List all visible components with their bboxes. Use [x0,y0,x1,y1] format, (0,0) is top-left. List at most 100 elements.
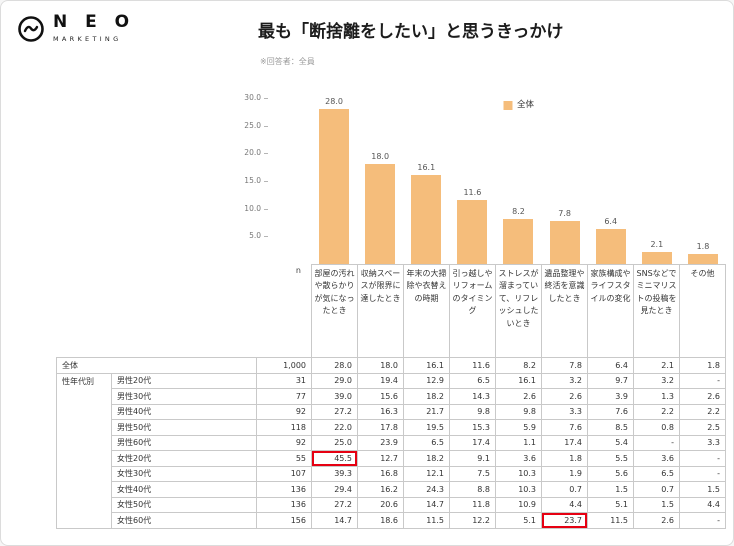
table-row: 全体 1,000 28.0 18.0 16.1 11.6 8.2 7.8 6.4 2.1 1.8 [56,357,726,374]
category-header: 家族構成やライフスタイルの変化 [587,264,634,358]
legend-label: 全体 [516,100,535,111]
value-cell: 14.7 [403,496,450,513]
bar [549,220,580,264]
value-cell: 6.5 [633,465,680,482]
value-cell: 27.2 [311,496,358,513]
value-cell: 4.4 [679,496,726,513]
value-cell: 2.6 [495,388,542,405]
page-title: 最も「断捨離をしたい」と思うきっかけ [258,22,564,42]
value-cell: 17.4 [449,434,496,451]
value-cell: 15.6 [357,388,404,405]
value-cell: - [679,450,726,467]
value-cell: 16.8 [357,465,404,482]
bar-value-label: 2.1 [650,240,664,250]
value-cell: 16.2 [357,481,404,498]
y-axis-label: 15.0 [244,176,261,185]
table-row: 女性40代 136 29.4 16.2 24.3 8.8 10.3 0.7 1.5 0.7 1.5 [57,481,726,498]
row-subgroup-label: 男性20代 [111,372,257,389]
bar [595,228,626,264]
table-row: 男性30代 77 39.0 15.6 18.2 14.3 2.6 2.6 3.9 1.3 2.6 [57,388,726,405]
n-value-cell: 136 [256,496,312,513]
bar-value-label: 8.2 [512,206,525,216]
value-cell: 11.8 [449,496,496,513]
y-axis-label: 20.0 [244,148,261,158]
value-cell: 2.2 [679,403,726,420]
value-cell: 0.7 [541,481,588,498]
n-value-cell: 136 [256,481,312,498]
value-cell: 16.3 [357,403,404,420]
row-group-label: 性年代別 [56,372,112,529]
value-cell: 18.6 [357,512,404,529]
y-axis-tick [264,125,268,127]
y-axis-label: 30.0 [244,93,261,102]
row-subgroup-label: 女性40代 [111,481,257,498]
value-cell: 1.5 [587,481,634,498]
logo-circle-icon [18,15,44,42]
value-cell: 39.0 [311,388,358,405]
value-cell: 18.2 [403,450,450,467]
n-value-cell: 77 [256,388,312,405]
row-subgroup-label: 女性20代 [111,450,257,467]
n-value-cell: 107 [256,465,312,482]
bar-slot: 28.0 [311,98,357,264]
logo-text: N E O MARKETING [53,14,135,44]
value-cell: 3.6 [633,450,680,467]
value-cell: 10.3 [495,481,542,498]
bar-slot: 11.6 [449,98,495,264]
value-cell: 17.4 [541,434,588,451]
value-cell: 12.7 [357,450,404,467]
category-header: 部屋の汚れや散らかりが気になったとき [311,264,358,358]
value-cell: 28.0 [311,357,358,374]
legend-swatch [502,101,512,110]
y-axis-tick [264,236,268,238]
bar-slot: 2.1 [634,98,680,264]
n-column-header: n [295,265,301,275]
value-cell: 17.8 [357,419,404,436]
bar [687,254,718,264]
value-cell: 7.6 [587,403,634,420]
value-cell: 6.5 [403,434,450,451]
n-value-cell: 1,000 [256,357,312,374]
value-cell: 3.6 [495,450,542,467]
bar [319,109,350,264]
value-cell: 6.5 [449,372,496,389]
value-cell: 8.5 [587,419,634,436]
table-row: 女性30代 107 39.3 16.8 12.1 7.5 10.3 1.9 5.6 6.5- [57,465,726,482]
value-cell: 2.5 [679,419,726,436]
value-cell: 8.2 [495,357,542,374]
value-cell: - [679,372,726,389]
table-header-row: n 部屋の汚れや散らかりが気になったとき 収納スペースが限界に達したとき 年末の大掃除… [57,264,726,358]
bar-slot: 16.1 [403,98,449,264]
value-cell: 5.4 [587,434,634,451]
row-group-label: 全体 [56,357,257,374]
value-cell: 18.0 [357,357,404,374]
y-axis-tick [264,208,268,210]
value-cell: 29.0 [311,372,358,389]
table-row: 女性50代 136 27.2 20.6 14.7 11.8 10.9 4.4 5.1 1.5 4.4 [57,496,726,513]
value-cell: - [633,434,680,451]
value-cell: 1.9 [541,465,588,482]
value-cell: 9.8 [495,403,542,420]
n-value-cell: 55 [256,450,312,467]
n-value-cell: 92 [256,434,312,451]
value-cell: 25.0 [311,434,358,451]
table-row: 性年代別 男性20代 31 29.0 19.4 12.9 6.5 16.1 3.2 9.7 3.2- [56,372,726,529]
y-axis-label: 10.0 [244,203,261,213]
value-cell: 15.3 [449,419,496,436]
bar [365,164,396,264]
value-cell: 45.5 [311,450,358,467]
table-row: 男性40代 92 27.2 16.3 21.7 9.8 9.8 3.3 7.6 2.2 2.2 [57,403,726,420]
plot-area: 全体 28.0 18.0 16.1 11.6 8.2 7.8 6.4 2.1 1.8 [311,98,726,264]
logo: N E O MARKETING [17,14,135,43]
table-row: 男性50代 118 22.0 17.8 19.5 15.3 5.9 7.6 8.5 0.8 2.5 [57,419,726,436]
category-header: 引っ越しやリフォームのタイミング [449,264,496,358]
value-cell: 3.3 [541,403,588,420]
bar-slot: 18.0 [357,98,403,264]
bar-slot: 6.4 [588,98,634,264]
value-cell: 5.1 [495,512,542,529]
bar-value-label: 28.0 [325,97,343,107]
row-subgroup-label: 女性50代 [111,496,257,513]
row-subgroup-label: 女性60代 [111,512,257,529]
category-header: ストレスが溜まっていて、リフレッシュしたいとき [495,264,542,358]
value-cell: 2.2 [633,403,680,420]
